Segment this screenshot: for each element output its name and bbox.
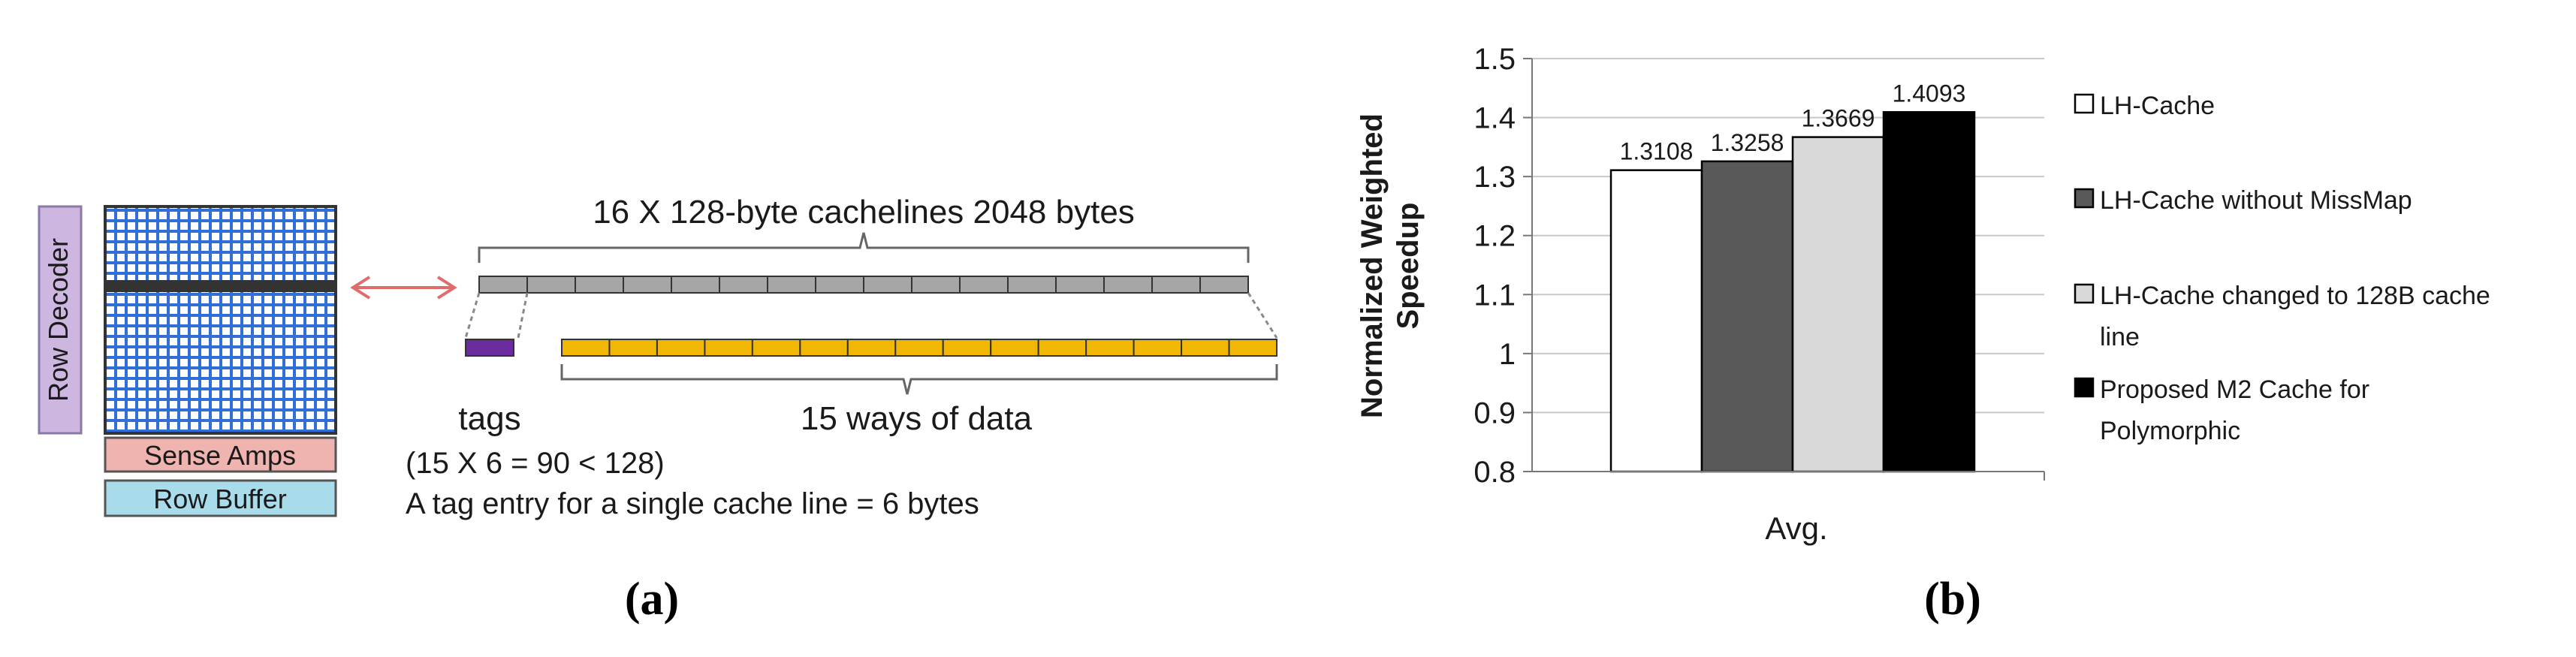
data-way-cell bbox=[1228, 339, 1277, 357]
data-way-cell bbox=[1037, 339, 1087, 357]
legend-swatch bbox=[2074, 283, 2095, 304]
data-way-cell bbox=[608, 339, 658, 357]
expand-line-right bbox=[1247, 292, 1278, 339]
chart-legend: LH-Cache LH-Cache without MissMap LH-Cache… bbox=[2074, 92, 2490, 445]
cacheline-cell bbox=[1007, 276, 1057, 294]
x-axis-label: Avg. bbox=[1765, 511, 1827, 546]
cacheline-cell bbox=[575, 276, 624, 294]
panel-a-label: (a) bbox=[625, 574, 679, 625]
cacheline-cell bbox=[1103, 276, 1153, 294]
y-tick-label: 1.1 bbox=[1474, 279, 1516, 312]
bar-series-2 bbox=[1700, 160, 1794, 473]
bar-value-labels: 1.3108 1.3258 1.3669 1.4093 bbox=[1620, 80, 1966, 164]
sense-amps-label: Sense Amps bbox=[144, 440, 296, 471]
bar-value-label: 1.3669 bbox=[1802, 105, 1875, 132]
legend-swatch bbox=[2074, 188, 2095, 209]
data-way-cell bbox=[704, 339, 753, 357]
data-way-cell bbox=[656, 339, 706, 357]
legend-label: line bbox=[2100, 323, 2140, 351]
data-way-cell bbox=[1085, 339, 1135, 357]
tag-entry-note: A tag entry for a single cache line = 6 … bbox=[406, 487, 979, 520]
memory-array bbox=[104, 205, 337, 435]
data-way-cell bbox=[894, 339, 944, 357]
cacheline-cell bbox=[526, 276, 576, 294]
tags-label: tags bbox=[458, 400, 520, 437]
y-tick-label: 0.9 bbox=[1474, 396, 1516, 429]
data-brace bbox=[560, 364, 1278, 395]
row-decoder-box bbox=[38, 205, 83, 435]
y-tick-label: 0.8 bbox=[1474, 456, 1516, 489]
bar-value-label: 1.3258 bbox=[1711, 129, 1784, 156]
y-axis-label-line: Normalized Weighted bbox=[1356, 113, 1389, 418]
data-way-cell bbox=[751, 339, 801, 357]
y-tick-labels: 0.8 0.9 1 1.1 1.2 1.3 1.4 1.5 bbox=[1474, 43, 1516, 489]
legend-swatch bbox=[2074, 93, 2095, 114]
y-axis-label: Normalized Weighted Speedup bbox=[1356, 113, 1425, 418]
cacheline-cell bbox=[719, 276, 768, 294]
row-buffer-label: Row Buffer bbox=[153, 484, 286, 514]
panel-b-chart: 0.8 0.9 1 1.1 1.2 1.3 1.4 1.5 1.3108 1.3258 1.366… bbox=[1356, 43, 2490, 625]
double-arrow-icon bbox=[350, 276, 457, 300]
panel-a-diagram: Row Decoder Sense Amps Row Buffer 16 X 1… bbox=[38, 194, 1278, 625]
bar-series-3 bbox=[1791, 136, 1885, 473]
cachelines-label: 16 X 128-byte cachelines 2048 bytes bbox=[593, 194, 1135, 231]
data-way-cell bbox=[1181, 339, 1230, 357]
row-decoder-label: Row Decoder bbox=[43, 238, 74, 402]
data-ways-label: 15 ways of data bbox=[801, 400, 1033, 437]
expand-line-left bbox=[464, 292, 481, 339]
legend-label: Polymorphic bbox=[2100, 417, 2240, 445]
cacheline-cell bbox=[1199, 276, 1249, 294]
data-way-cell bbox=[799, 339, 849, 357]
chart-bars bbox=[1609, 111, 1976, 473]
top-brace bbox=[478, 232, 1250, 263]
y-tick-label: 1.3 bbox=[1474, 161, 1516, 194]
bar-series-1 bbox=[1609, 169, 1703, 473]
expand-line-mid bbox=[517, 292, 529, 339]
data-ways-row bbox=[561, 339, 1277, 357]
chart-axes bbox=[1531, 59, 2045, 481]
open-row-highlight bbox=[105, 280, 336, 292]
cacheline-cell bbox=[815, 276, 864, 294]
data-way-cell bbox=[1133, 339, 1183, 357]
legend-label: LH-Cache changed to 128B cache bbox=[2100, 282, 2490, 310]
legend-label: Proposed M2 Cache for bbox=[2100, 375, 2369, 404]
tag-calc-text: (15 X 6 = 90 < 128) bbox=[406, 447, 665, 480]
legend-label: LH-Cache without MissMap bbox=[2100, 186, 2412, 215]
y-axis-label-line: Speedup bbox=[1392, 203, 1425, 330]
y-tick-label: 1.2 bbox=[1474, 220, 1516, 253]
sense-amps-box bbox=[104, 436, 337, 473]
cacheline-cell bbox=[911, 276, 961, 294]
legend-swatch bbox=[2074, 377, 2095, 398]
cachelines-row bbox=[478, 276, 1249, 294]
data-way-cell bbox=[561, 339, 611, 357]
cacheline-cell bbox=[959, 276, 1009, 294]
bar-value-label: 1.3108 bbox=[1620, 138, 1694, 165]
cacheline-cell bbox=[671, 276, 720, 294]
data-way-cell bbox=[990, 339, 1039, 357]
y-tick-label: 1.4 bbox=[1474, 102, 1516, 135]
bar-series-4 bbox=[1882, 111, 1976, 473]
bar-value-label: 1.4093 bbox=[1893, 80, 1966, 107]
y-tick-label: 1.5 bbox=[1474, 43, 1516, 76]
tag-block bbox=[465, 339, 514, 357]
data-way-cell bbox=[942, 339, 992, 357]
row-buffer-box bbox=[104, 479, 337, 517]
panel-b-label: (b) bbox=[1924, 574, 1981, 625]
cacheline-cell bbox=[478, 276, 528, 294]
data-way-cell bbox=[846, 339, 897, 357]
y-tick-label: 1 bbox=[1499, 338, 1516, 371]
cacheline-cell bbox=[623, 276, 672, 294]
cacheline-cell bbox=[767, 276, 816, 294]
cacheline-cell bbox=[1151, 276, 1201, 294]
cacheline-cell bbox=[863, 276, 912, 294]
cacheline-cell bbox=[1055, 276, 1105, 294]
legend-label: LH-Cache bbox=[2100, 92, 2215, 120]
